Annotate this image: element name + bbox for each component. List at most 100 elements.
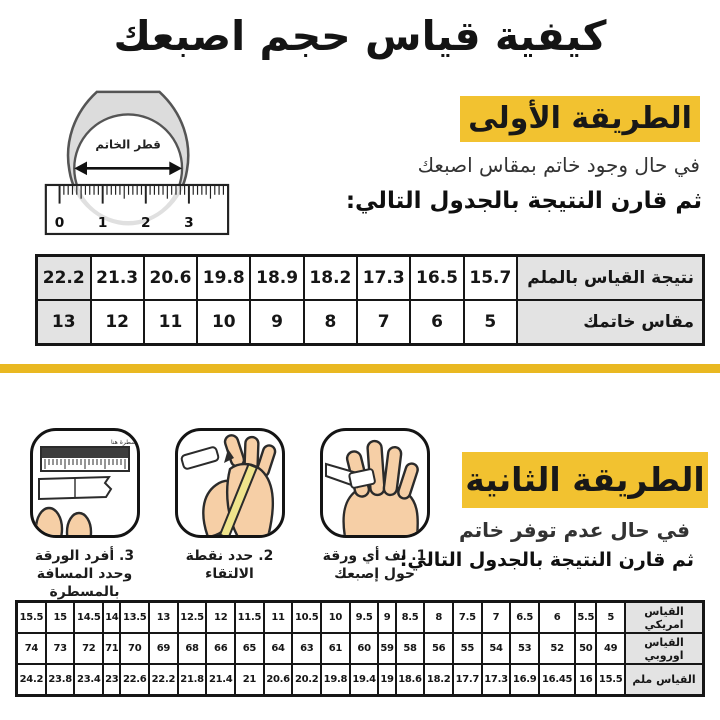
ring-diagram-svg: قطر الخاتم 0 1 2 3 (44, 90, 230, 236)
table-cell: 19.8 (320, 663, 351, 697)
table-cell: 69 (148, 632, 179, 665)
table-cell: 9 (249, 299, 305, 346)
table-cell: 8 (423, 600, 454, 634)
page-title: كيفية قياس حجم اصبعك (113, 12, 607, 60)
table-cell: 19 (377, 663, 397, 697)
table-cell: 16.9 (509, 663, 540, 697)
mini-ruler-ticks (44, 459, 125, 469)
method2-heading: الطريقة الثانية (462, 452, 708, 508)
svg-text:2: 2 (141, 215, 151, 231)
ring-diameter-label: قطر الخاتم (95, 138, 160, 153)
table-cell: 50 (574, 632, 598, 665)
table-cell: 23.8 (44, 663, 76, 697)
table-cell: 6.5 (509, 600, 540, 634)
mark-point-illustration (180, 434, 276, 535)
table-cell: 21.3 (89, 254, 145, 301)
table-cell: 8 (302, 299, 359, 346)
table-cell: 53 (509, 632, 540, 665)
fingertips (34, 506, 92, 535)
diameter-arrow-icon (74, 161, 183, 176)
table-cell: 18.6 (394, 663, 426, 697)
table-cell: 22.2 (148, 663, 179, 697)
table-cell: 10.5 (291, 600, 323, 634)
table-cell: 72 (73, 632, 105, 665)
method1-subtitle: في حال وجود خاتم بمقاس اصبعك (417, 153, 700, 177)
table-cell: 15.5 (15, 600, 47, 634)
svg-text:3: 3 (184, 215, 194, 231)
row-header: القياس اوروبي (624, 632, 705, 665)
table-cell: 7 (356, 299, 412, 346)
ring-ruler-illustration: قطر الخاتم 0 1 2 3 (38, 86, 234, 238)
wrap-paper-illustration (324, 439, 419, 535)
method1-heading: الطريقة الأولى (460, 96, 700, 142)
table-cell: 16.5 (409, 254, 465, 301)
svg-text:0: 0 (55, 215, 65, 231)
table-cell: 14.5 (73, 600, 105, 634)
table-cell: 22.6 (119, 663, 151, 697)
step3-caption: 3. أفرد الورقة وحدد المسافة بالمسطرة (34, 548, 135, 601)
table-cell: 17.3 (480, 663, 512, 697)
table-cell: 15.7 (462, 254, 519, 301)
table-cell: 21.4 (205, 663, 237, 697)
step2-caption: 2. حدد نقطة الالتقاء (185, 548, 274, 583)
table-cell: 8.5 (394, 600, 426, 634)
table-cell: 19.4 (348, 663, 380, 697)
step1-card (319, 428, 430, 538)
step-3: بداية المسطرة هنا 3. أفرد الورقة وحدد ال… (22, 428, 147, 602)
table-cell: 7 (480, 600, 512, 634)
table-cell: 20.6 (262, 663, 294, 697)
row-header: القياس ملم (624, 663, 705, 697)
table-cell: 14 (102, 600, 122, 634)
step-2: 2. حدد نقطة الالتقاء (167, 428, 292, 602)
table-cell: 12 (89, 299, 145, 346)
table-cell: 23.4 (73, 663, 105, 697)
table-row: القياس اوروبي 49 50 52 53 54 55 56 58 59 60 61 63 64 6… (15, 632, 705, 665)
table-cell: 19.8 (196, 254, 252, 301)
table-cell: 68 (176, 632, 208, 665)
table-cell: 20.2 (291, 663, 323, 697)
table-cell: 18.9 (249, 254, 305, 301)
table-cell: 10 (320, 600, 351, 634)
row-header: مقاس خاتمك (516, 299, 705, 346)
table-cell: 9.5 (348, 600, 380, 634)
table-cell: 49 (595, 632, 626, 665)
table-cell: 6 (409, 299, 465, 346)
table-cell: 70 (119, 632, 151, 665)
table-cell: 64 (262, 632, 294, 665)
table-cell: 5 (595, 600, 626, 634)
step2-card (174, 428, 285, 538)
svg-text:1: 1 (98, 215, 108, 231)
table-cell: 13 (35, 299, 92, 346)
table-cell: 21 (234, 663, 265, 697)
table-row: نتيجة القياس بالملم 15.7 16.5 17.3 18.2 18.9 1… (35, 254, 705, 301)
table-cell: 5.5 (574, 600, 598, 634)
row-header: القياس امريكي (624, 600, 705, 634)
ruler-numbers: 0 1 2 3 (55, 215, 194, 231)
table-cell: 5 (462, 299, 519, 346)
step3-card: بداية المسطرة هنا (29, 428, 140, 538)
ruler-ticks (58, 185, 224, 204)
table-cell: 60 (348, 632, 380, 665)
section-divider (0, 364, 720, 373)
table-cell: 71 (102, 632, 122, 665)
table-cell: 73 (44, 632, 76, 665)
table-cell: 54 (480, 632, 512, 665)
paper-strip (37, 475, 112, 501)
table-cell: 11 (142, 299, 199, 346)
table-row: القياس امريكي 5 5.5 6 6.5 7 7.5 8 8.5 9 9.5 10 10.5 1… (15, 600, 705, 634)
table-cell: 52 (537, 632, 577, 665)
table-row: مقاس خاتمك 5 6 7 8 9 10 11 12 13 (35, 299, 705, 346)
table-cell: 24.2 (15, 663, 47, 697)
table-cell: 18.2 (423, 663, 454, 697)
row-header: نتيجة القياس بالملم (516, 254, 705, 301)
table-cell: 17.3 (356, 254, 412, 301)
step1-caption: 1. لف أي ورقة حول إصبعك (322, 548, 427, 583)
table-cell: 22.2 (35, 254, 92, 301)
table-cell: 63 (291, 632, 323, 665)
method2-compare-note: ثم قارن النتيجة بالجدول التالي: (399, 549, 694, 571)
table-cell: 65 (234, 632, 265, 665)
size-conversion-table: القياس امريكي 5 5.5 6 6.5 7 7.5 8 8.5 9 9.5 10 10.5 1… (15, 600, 705, 697)
step-1: 1. لف أي ورقة حول إصبعك (312, 428, 437, 602)
table-cell: 74 (15, 632, 47, 665)
